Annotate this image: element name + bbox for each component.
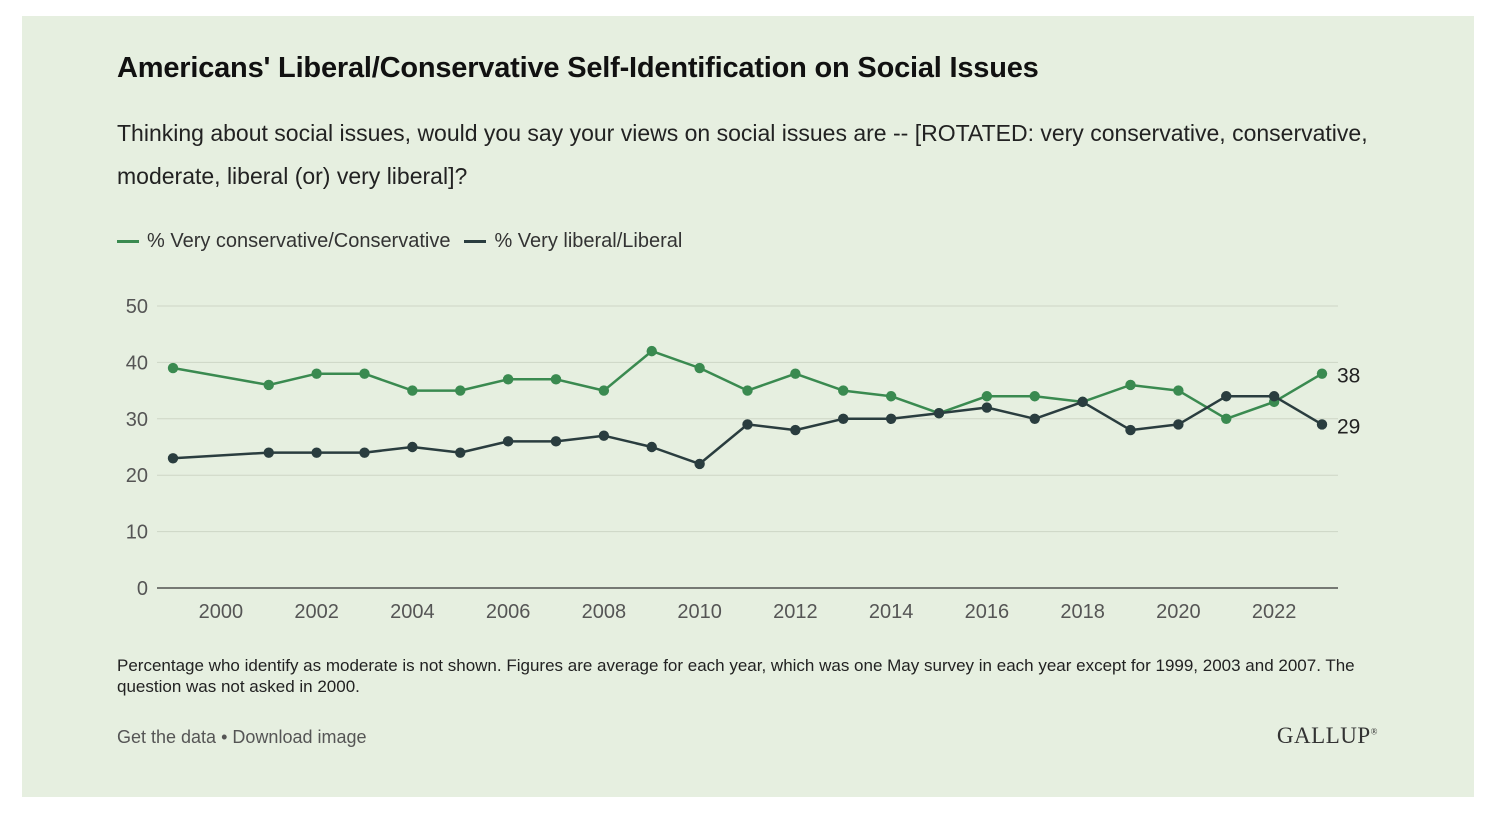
x-tick-label: 2010 xyxy=(677,601,722,623)
legend-item-liberal: % Very liberal/Liberal xyxy=(464,230,682,253)
data-point-liberal xyxy=(407,441,418,453)
data-point-liberal xyxy=(167,453,179,464)
data-point-conservative xyxy=(1316,368,1328,379)
data-point-conservative xyxy=(407,385,418,396)
data-point-liberal xyxy=(742,419,753,430)
series-layer xyxy=(167,345,1328,470)
x-tick-label: 2006 xyxy=(486,601,531,623)
y-tick-label: 10 xyxy=(126,522,148,544)
data-point-conservative xyxy=(1221,413,1232,424)
legend-swatch-liberal xyxy=(464,240,487,243)
y-tick-label: 30 xyxy=(126,409,148,431)
axis-layer: 0 10 20 30 40 50 2000 2002 2004 2006 2008 2010 2012 2… xyxy=(126,296,1338,623)
get-data-link[interactable]: Get the data xyxy=(117,727,217,747)
data-point-conservative xyxy=(1173,385,1184,396)
x-tick-label: 2022 xyxy=(1252,601,1297,623)
data-point-liberal xyxy=(1173,419,1184,430)
data-point-conservative xyxy=(550,374,562,385)
logo-text: GALLUP xyxy=(1276,723,1371,748)
y-tick-label: 0 xyxy=(137,578,148,600)
x-tick-label: 2020 xyxy=(1156,601,1201,623)
legend-label-conservative: % Very conservative/Conservative xyxy=(147,230,451,252)
data-point-conservative xyxy=(694,362,705,374)
x-tick-label: 2004 xyxy=(390,601,435,623)
data-point-liberal xyxy=(1125,424,1136,436)
data-point-liberal xyxy=(790,424,801,436)
logo-registered-mark: ® xyxy=(1370,726,1378,737)
data-point-liberal xyxy=(1316,419,1328,430)
data-point-conservative xyxy=(790,368,801,379)
data-point-liberal xyxy=(646,441,657,453)
data-point-liberal xyxy=(550,436,562,447)
end-label-conservative: 38 xyxy=(1337,365,1360,388)
y-tick-label: 40 xyxy=(126,352,148,374)
legend-swatch-conservative xyxy=(117,240,139,243)
data-point-conservative xyxy=(311,368,322,379)
data-point-liberal xyxy=(838,413,849,424)
label-layer: 38 29 xyxy=(1337,365,1360,439)
data-point-liberal xyxy=(1268,391,1280,402)
gallup-logo: GALLUP® xyxy=(1277,723,1378,749)
line-chart: 0 10 20 30 40 50 2000 2002 2004 2006 2008 2010 2012 2… xyxy=(126,296,1361,623)
x-tick-label: 2008 xyxy=(582,601,627,623)
data-point-conservative xyxy=(885,391,897,402)
data-point-liberal xyxy=(1029,413,1040,424)
data-point-conservative xyxy=(1029,391,1040,402)
data-point-conservative xyxy=(742,385,753,396)
data-point-conservative xyxy=(598,385,610,396)
data-point-liberal xyxy=(694,458,705,470)
chart-title: Americans' Liberal/Conservative Self-Ide… xyxy=(117,52,1039,84)
series-line-liberal xyxy=(171,394,1324,466)
footnote: Percentage who identify as moderate is n… xyxy=(117,656,1355,696)
data-point-conservative xyxy=(502,374,514,385)
chart-card: Americans' Liberal/Conservative Self-Ide… xyxy=(22,16,1474,797)
y-tick-label: 20 xyxy=(126,465,148,487)
footer-links: Get the data • Download image xyxy=(117,727,367,748)
end-label-liberal: 29 xyxy=(1337,415,1360,438)
data-point-conservative xyxy=(359,368,370,379)
data-point-liberal xyxy=(933,407,945,419)
data-point-liberal xyxy=(311,447,322,458)
data-point-liberal xyxy=(502,436,514,447)
data-point-conservative xyxy=(838,385,849,396)
x-tick-label: 2000 xyxy=(199,601,244,623)
grid-layer xyxy=(157,305,1338,533)
data-point-liberal xyxy=(1221,391,1232,402)
link-separator: • xyxy=(221,727,228,747)
data-point-conservative xyxy=(167,362,179,374)
legend: % Very conservative/Conservative % Very … xyxy=(117,230,696,253)
data-point-conservative xyxy=(981,391,993,402)
x-tick-label: 2014 xyxy=(869,601,914,623)
data-point-liberal xyxy=(885,413,897,424)
data-point-conservative xyxy=(263,379,274,391)
data-point-conservative xyxy=(646,345,657,357)
data-point-liberal xyxy=(359,447,370,458)
y-tick-label: 50 xyxy=(126,296,148,318)
download-image-link[interactable]: Download image xyxy=(232,727,367,747)
legend-item-conservative: % Very conservative/Conservative xyxy=(117,230,450,253)
data-point-liberal xyxy=(598,430,610,441)
x-tick-label: 2012 xyxy=(773,601,818,623)
data-point-liberal xyxy=(981,402,993,413)
x-tick-label: 2018 xyxy=(1060,601,1105,623)
legend-label-liberal: % Very liberal/Liberal xyxy=(494,230,683,252)
data-point-liberal xyxy=(1077,396,1088,408)
series-line-conservative xyxy=(171,349,1324,421)
x-tick-label: 2002 xyxy=(294,601,339,623)
data-point-liberal xyxy=(263,447,274,458)
chart-subtitle: Thinking about social issues, would you … xyxy=(117,120,1368,189)
data-point-conservative xyxy=(455,385,466,396)
x-tick-label: 2016 xyxy=(965,601,1010,623)
data-point-liberal xyxy=(455,447,466,458)
data-point-conservative xyxy=(1125,379,1136,391)
